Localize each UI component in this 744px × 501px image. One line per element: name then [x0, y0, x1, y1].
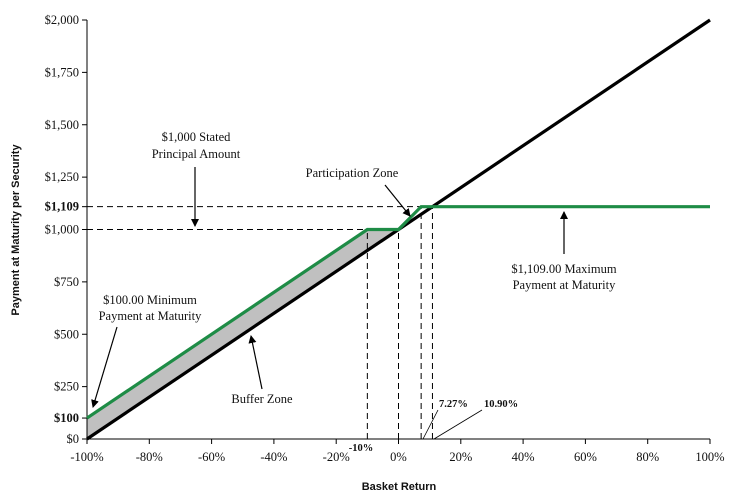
max-payment-annotation: $1,109.00 Maximum Payment at Maturity — [511, 211, 617, 292]
min-payment-line1: $100.00 Minimum — [103, 293, 197, 307]
stated-principal-line1: $1,000 Stated — [162, 130, 231, 144]
y-tick-label: $1,250 — [45, 170, 79, 184]
buffer-zone-annotation: Buffer Zone — [231, 335, 293, 406]
stated-principal-line2: Principal Amount — [152, 147, 241, 161]
x-tick-label: 80% — [636, 450, 659, 464]
y-tick-label: $1,500 — [45, 118, 79, 132]
cap-pct-label-2: 10.90% — [484, 399, 518, 410]
participation-zone-label: Participation Zone — [306, 166, 399, 180]
max-payment-line2: Payment at Maturity — [513, 278, 617, 292]
payment-series-line — [86, 205, 710, 420]
max-payment-line1: $1,109.00 Maximum — [511, 262, 616, 276]
x-tick-label: 20% — [449, 450, 472, 464]
x-tick-label: -80% — [136, 450, 163, 464]
axes — [82, 19, 711, 444]
x-tick-label: -20% — [323, 450, 350, 464]
cap-pct-annotations: 7.27% 10.90% — [422, 399, 518, 440]
buffer-pct-label: -10% — [349, 443, 374, 454]
cap-pct-leader-2 — [433, 409, 483, 440]
x-tick-label: 40% — [512, 450, 535, 464]
y-tick-label: $2,000 — [45, 13, 79, 27]
y-tick-label: $1,000 — [45, 223, 79, 237]
y-axis-title: Payment at Maturity per Security — [10, 144, 22, 316]
y-tick-label: $250 — [54, 380, 79, 394]
buffer-zone-arrow — [248, 335, 263, 390]
y-tick-label-extra: $1,109 — [45, 200, 79, 214]
y-tick-label-extra: $100 — [54, 411, 79, 425]
participation-zone-arrow — [384, 184, 411, 217]
stated-principal-annotation: $1,000 Stated Principal Amount — [152, 130, 241, 227]
min-payment-arrow — [91, 326, 118, 408]
y-tick-label: $1,750 — [45, 65, 79, 79]
tick-labels: $0 $250 $500 $750 $1,000 $1,250 $1,500 $1,750 $2… — [45, 13, 725, 464]
y-tick-label: $500 — [54, 327, 79, 341]
x-tick-label: 100% — [695, 450, 724, 464]
cap-pct-leader-1 — [422, 409, 439, 440]
min-payment-line2: Payment at Maturity — [99, 309, 203, 323]
min-payment-annotation: $100.00 Minimum Payment at Maturity — [91, 293, 203, 408]
buffer-zone-label: Buffer Zone — [231, 392, 293, 406]
participation-zone-annotation: Participation Zone — [306, 166, 411, 217]
reference-lines — [87, 206, 433, 439]
x-axis-title: Basket Return — [362, 481, 437, 493]
y-tick-label: $750 — [54, 275, 79, 289]
x-tick-label: 60% — [574, 450, 597, 464]
x-tick-label: 0% — [390, 450, 407, 464]
series-lines — [86, 18, 711, 441]
x-tick-label: -60% — [198, 450, 225, 464]
cap-pct-label-1: 7.27% — [439, 399, 468, 410]
y-tick-label: $0 — [67, 432, 80, 446]
x-tick-label: -100% — [70, 450, 103, 464]
x-tick-label: -40% — [260, 450, 287, 464]
